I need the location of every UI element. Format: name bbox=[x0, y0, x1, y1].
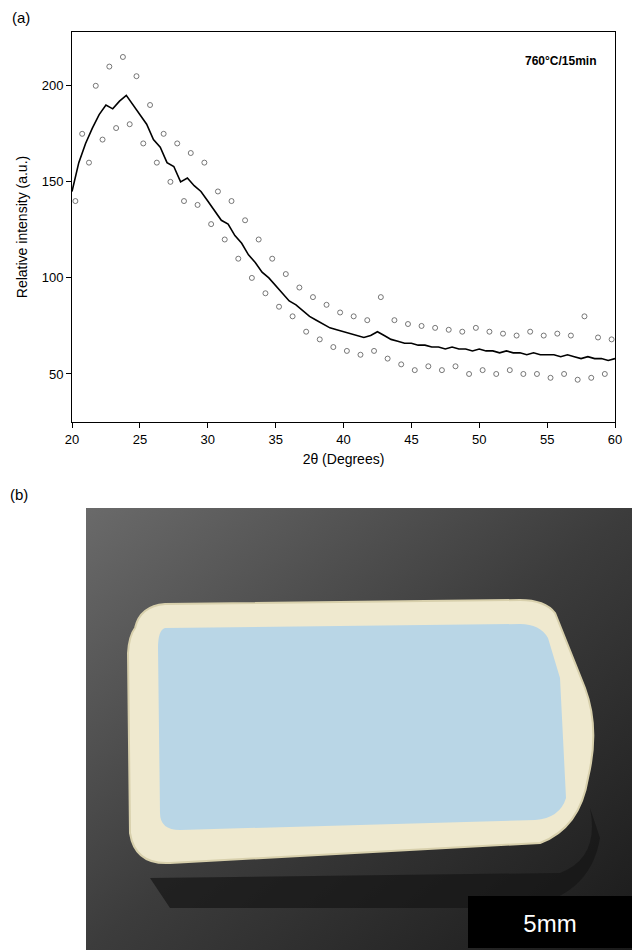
svg-text:5mm: 5mm bbox=[523, 910, 576, 937]
svg-text:20: 20 bbox=[65, 432, 79, 447]
svg-text:55: 55 bbox=[540, 432, 554, 447]
svg-text:35: 35 bbox=[268, 432, 282, 447]
svg-text:25: 25 bbox=[133, 432, 147, 447]
svg-text:100: 100 bbox=[42, 270, 64, 285]
svg-text:2θ (Degrees): 2θ (Degrees) bbox=[303, 451, 385, 467]
svg-text:45: 45 bbox=[404, 432, 418, 447]
svg-text:50: 50 bbox=[472, 432, 486, 447]
svg-text:200: 200 bbox=[42, 78, 64, 93]
svg-text:50: 50 bbox=[49, 367, 63, 382]
svg-text:760°C/15min: 760°C/15min bbox=[525, 54, 597, 68]
svg-text:40: 40 bbox=[336, 432, 350, 447]
svg-text:30: 30 bbox=[201, 432, 215, 447]
svg-text:60: 60 bbox=[608, 432, 622, 447]
svg-text:(b): (b) bbox=[10, 486, 28, 503]
svg-text:Relative intensity (a.u.): Relative intensity (a.u.) bbox=[14, 156, 30, 298]
svg-text:(a): (a) bbox=[12, 9, 30, 26]
svg-text:150: 150 bbox=[42, 174, 64, 189]
